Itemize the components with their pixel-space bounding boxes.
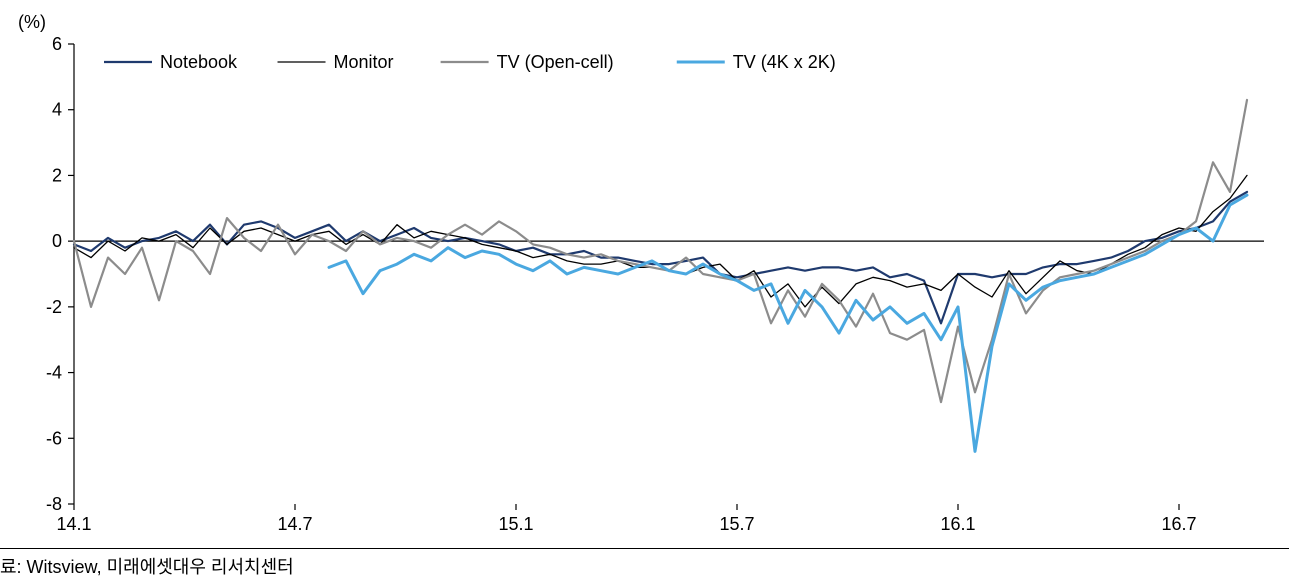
y-tick-label: -2	[46, 297, 62, 317]
y-tick-label: -4	[46, 363, 62, 383]
x-tick-label: 16.1	[940, 514, 975, 534]
chart-container: (%) -8 -6 -4 -2 0 2 4 6 14.1 14.7 15.1 15.7 16.1 16.7 N…	[0, 0, 1289, 579]
legend-label: Notebook	[160, 52, 238, 72]
y-tick-label: 2	[52, 165, 62, 185]
line-chart: (%) -8 -6 -4 -2 0 2 4 6 14.1 14.7 15.1 15.7 16.1 16.7 N…	[0, 0, 1289, 540]
y-tick-label: 6	[52, 34, 62, 54]
unit-label: (%)	[18, 12, 46, 32]
x-tick-label: 14.1	[56, 514, 91, 534]
legend-label: Monitor	[334, 52, 394, 72]
x-tick-label: 15.1	[498, 514, 533, 534]
y-tick-label: 0	[52, 231, 62, 251]
x-tick-label: 15.7	[719, 514, 754, 534]
x-tick-label: 14.7	[277, 514, 312, 534]
source-text: 료: Witsview, 미래에셋대우 리서치센터	[0, 557, 294, 577]
legend-label: TV (4K x 2K)	[733, 52, 836, 72]
source-footer: 료: Witsview, 미래에셋대우 리서치센터	[0, 548, 1289, 579]
legend-label: TV (Open-cell)	[497, 52, 614, 72]
y-tick-label: -6	[46, 428, 62, 448]
x-tick-label: 16.7	[1161, 514, 1196, 534]
y-tick-label: -8	[46, 494, 62, 514]
y-tick-label: 4	[52, 100, 62, 120]
